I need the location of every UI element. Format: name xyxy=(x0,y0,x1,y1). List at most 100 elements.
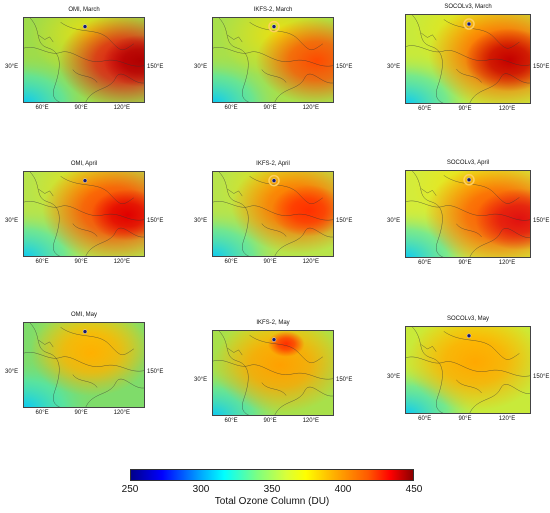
axis-tick-label: 120°E xyxy=(498,106,516,112)
coastline-border xyxy=(420,188,437,196)
axis-label-right: 150°E xyxy=(336,64,353,71)
coastline-border xyxy=(456,223,482,238)
axis-label-left: 30°E xyxy=(387,218,401,225)
axis-label-right: 150°E xyxy=(336,218,353,225)
station-marker xyxy=(466,21,472,27)
axis-label-left: 30°E xyxy=(5,218,19,225)
coastline-border xyxy=(274,227,333,256)
coastline-border xyxy=(406,356,530,377)
axis-tick-label: 60°E xyxy=(35,105,49,111)
axis-tick-label: 60°E xyxy=(224,105,238,111)
station-halo xyxy=(463,174,475,186)
axis-tick-label: 120°E xyxy=(113,410,131,416)
axis-tick-label: 90°E xyxy=(263,259,277,265)
axis-label-left: 30°E xyxy=(194,377,208,384)
axis-tick-label: 120°E xyxy=(302,105,320,111)
coastline-border xyxy=(443,19,520,49)
station-halo xyxy=(268,20,280,33)
coastline-border xyxy=(29,323,61,407)
ozone-field-map xyxy=(212,330,334,416)
coastline-border xyxy=(261,223,287,237)
coastline-border xyxy=(24,351,144,372)
axis-tick-label: 60°E xyxy=(35,259,49,265)
axis-label-right: 150°E xyxy=(533,63,550,70)
panel-title: SOCOLv3, May xyxy=(446,316,490,322)
ozone-field-svg xyxy=(406,15,530,103)
axis-tick-label: 90°E xyxy=(458,260,472,266)
coastline-border xyxy=(456,379,482,394)
station-marker xyxy=(271,178,277,183)
axis-label-left: 30°E xyxy=(194,64,208,71)
station-marker xyxy=(466,333,472,339)
axis-label-left: 30°E xyxy=(5,64,19,71)
axis-tick-label: 60°E xyxy=(224,418,238,424)
coastline-border xyxy=(443,331,520,360)
high-ozone-region xyxy=(24,323,144,407)
station-marker xyxy=(82,329,88,334)
coastline-border xyxy=(72,69,98,83)
coastline-border xyxy=(85,73,144,102)
ozone-field-map xyxy=(405,14,531,104)
coastline-border xyxy=(24,200,144,221)
axis-tick-label: 120°E xyxy=(113,105,131,111)
station-halo xyxy=(268,174,280,187)
high-ozone-region xyxy=(406,327,530,413)
coastline-border xyxy=(249,335,323,363)
high-ozone-region xyxy=(406,15,530,103)
coastline-border xyxy=(261,69,287,83)
coastline-border xyxy=(38,188,54,197)
coastline-border xyxy=(218,172,250,256)
coastline-border xyxy=(469,73,530,103)
coastline-border xyxy=(274,386,333,415)
coastline-border xyxy=(60,22,134,50)
axis-tick-label: 90°E xyxy=(458,106,472,112)
axis-tick-label: 120°E xyxy=(302,418,320,424)
ozone-field-map xyxy=(23,17,145,103)
colorbar-tick: 450 xyxy=(405,484,423,495)
ozone-field-svg xyxy=(213,172,333,256)
ozone-field-map xyxy=(23,322,145,408)
station-marker xyxy=(82,24,88,29)
axis-tick-label: 90°E xyxy=(263,105,277,111)
axis-tick-label: 60°E xyxy=(35,410,49,416)
coastline-border xyxy=(213,46,333,67)
station-marker xyxy=(466,177,472,183)
coastline-border xyxy=(218,331,250,415)
axis-tick-label: 60°E xyxy=(418,106,432,112)
coastline-border xyxy=(406,45,530,66)
coastline-border xyxy=(227,188,243,197)
ozone-field-svg xyxy=(24,18,144,102)
axis-tick-label: 90°E xyxy=(74,259,88,265)
coastline-border xyxy=(249,176,323,204)
panel-title: IKFS-2, March xyxy=(253,7,293,13)
axis-label-right: 150°E xyxy=(147,369,164,376)
coastline-border xyxy=(218,18,250,102)
axis-label-left: 30°E xyxy=(387,63,401,70)
ozone-field-map xyxy=(405,170,531,258)
coastline-border xyxy=(406,200,530,221)
axis-tick-label: 90°E xyxy=(74,105,88,111)
coastline-border xyxy=(420,344,437,352)
axis-label-left: 30°E xyxy=(387,374,401,381)
axis-tick-label: 90°E xyxy=(263,418,277,424)
coastline-border xyxy=(85,378,144,407)
station-halo xyxy=(463,18,475,30)
axis-label-left: 30°E xyxy=(5,369,19,376)
axis-tick-label: 120°E xyxy=(113,259,131,265)
panel-title: OMI, April xyxy=(70,161,98,167)
axis-tick-label: 60°E xyxy=(418,416,432,422)
ozone-field-map xyxy=(405,326,531,414)
coastline-border xyxy=(38,339,54,348)
ozone-field-svg xyxy=(406,171,530,257)
panel-title: OMI, March xyxy=(68,7,100,13)
axis-tick-label: 60°E xyxy=(418,260,432,266)
panel-title: OMI, May xyxy=(70,312,98,318)
coastline-border xyxy=(213,200,333,221)
ozone-field-svg xyxy=(213,18,333,102)
axis-label-right: 150°E xyxy=(147,64,164,71)
colorbar-title: Total Ozone Column (DU) xyxy=(214,496,330,507)
axis-label-right: 150°E xyxy=(533,218,550,225)
coastline-border xyxy=(227,347,243,356)
colorbar-tick: 400 xyxy=(334,484,352,495)
coastline-border xyxy=(227,34,243,43)
